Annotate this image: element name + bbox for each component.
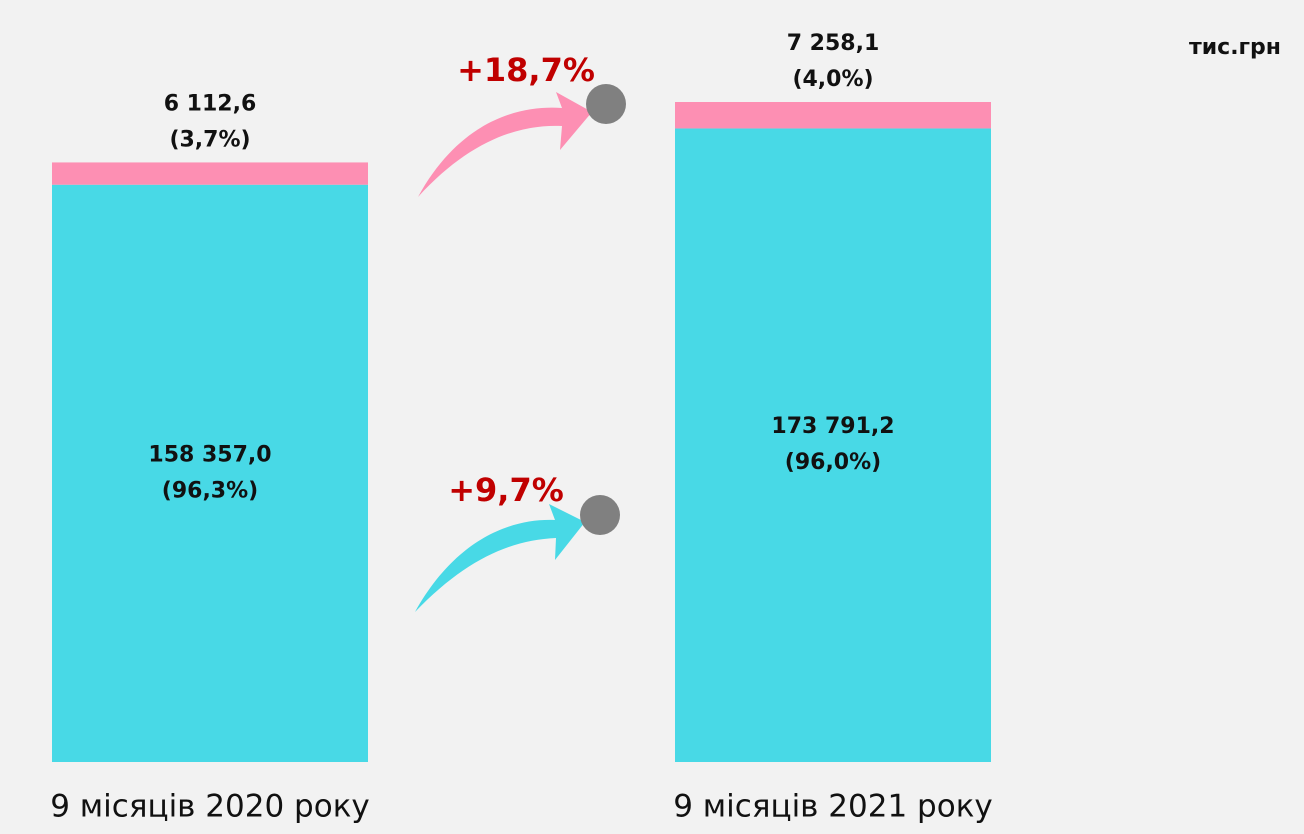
value-label: 173 791,2 — [771, 414, 894, 439]
unit-label: тис.грн — [1189, 35, 1281, 60]
x-tick-label: 9 місяців 2020 року — [50, 789, 370, 825]
x-tick-label: 9 місяців 2021 року — [673, 789, 993, 825]
value-label: 6 112,6 — [164, 91, 257, 116]
share-label: (96,0%) — [785, 450, 881, 475]
share-label: (4,0%) — [792, 67, 873, 92]
growth-label: +9,7% — [448, 471, 564, 509]
bar-segment — [675, 102, 991, 129]
dot — [586, 84, 626, 124]
bar-segment — [52, 162, 368, 185]
value-label: 7 258,1 — [787, 31, 880, 56]
growth-arrow — [418, 84, 626, 197]
growth-label: +18,7% — [457, 51, 595, 89]
bar-segment — [675, 128, 991, 762]
value-label: 158 357,0 — [148, 442, 271, 467]
arrow — [415, 504, 585, 612]
share-label: (3,7%) — [169, 127, 250, 152]
arrow — [418, 92, 592, 197]
bar-segment — [52, 184, 368, 762]
share-label: (96,3%) — [162, 478, 258, 503]
dot — [580, 495, 620, 535]
growth-arrow — [415, 495, 620, 612]
